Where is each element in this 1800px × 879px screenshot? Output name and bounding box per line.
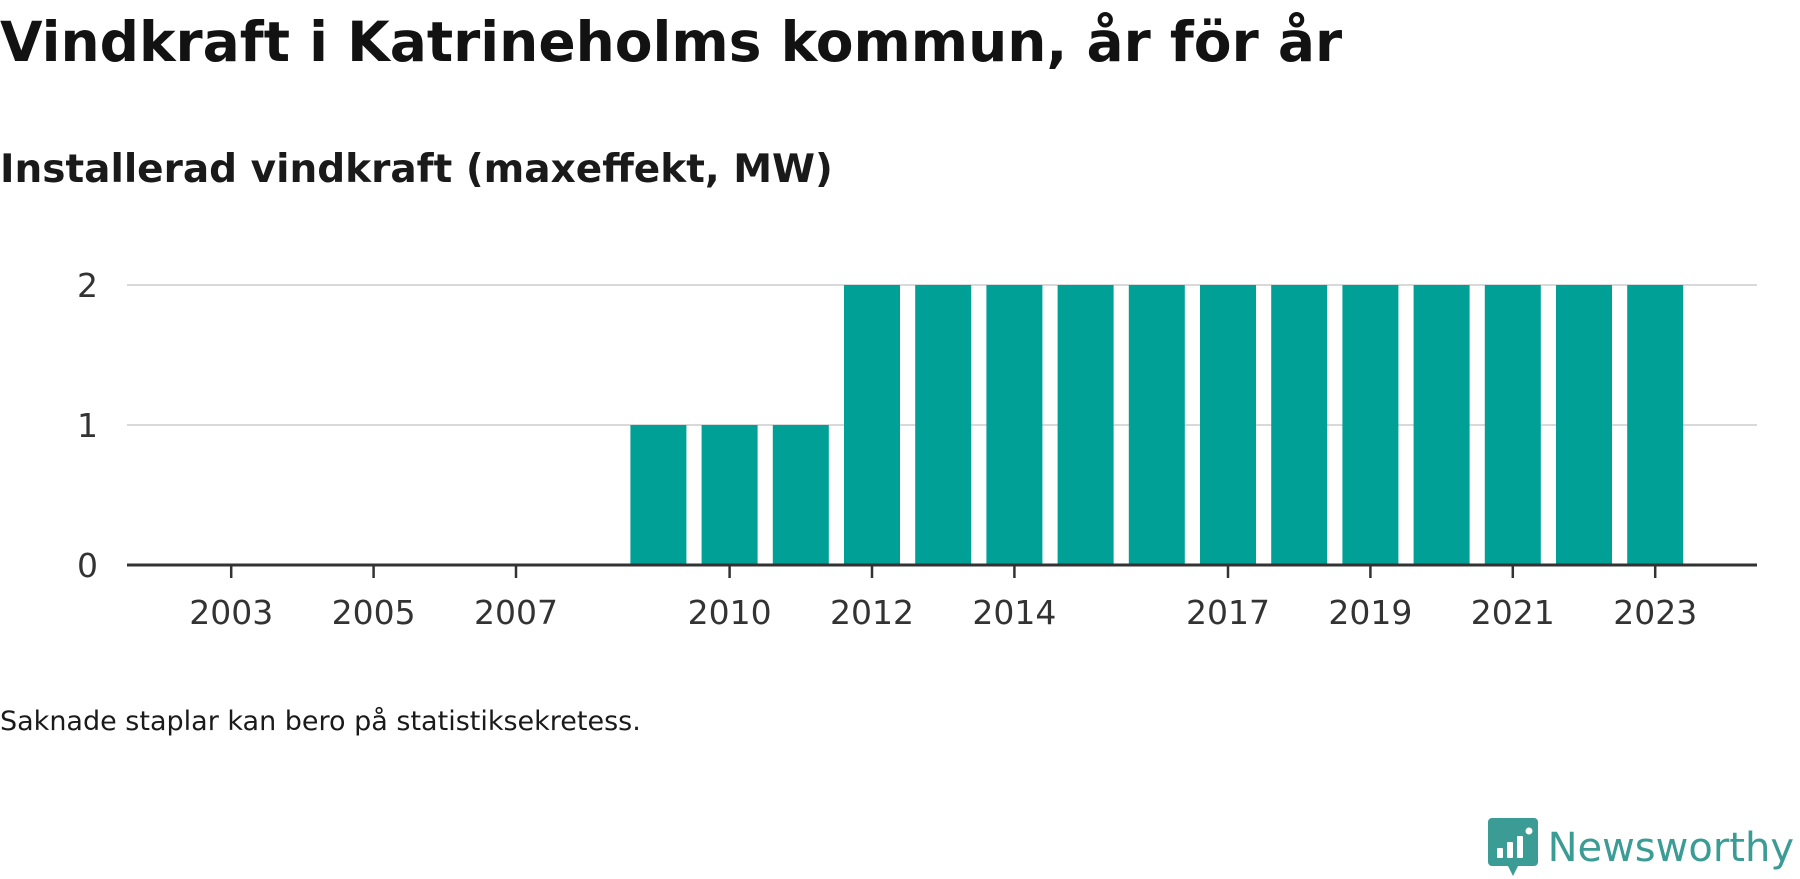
- brand-logo: Newsworthy: [1487, 818, 1794, 878]
- x-tick-label: 2003: [189, 593, 273, 632]
- y-tick-label: 2: [77, 266, 98, 305]
- bar-2011: [772, 425, 829, 565]
- y-tick-label: 1: [77, 406, 98, 445]
- bar-2019: [1342, 285, 1399, 565]
- x-tick-label: 2012: [830, 593, 914, 632]
- footnote: Saknade staplar kan bero på statistiksek…: [0, 706, 641, 737]
- x-tick-label: 2005: [332, 593, 416, 632]
- x-tick-label: 2023: [1613, 593, 1697, 632]
- bar-2020: [1413, 285, 1470, 565]
- chart-title: Vindkraft i Katrineholms kommun, år för …: [0, 10, 1343, 74]
- bar-2014: [986, 285, 1043, 565]
- bar-2012: [844, 285, 900, 565]
- chart-subtitle: Installerad vindkraft (maxeffekt, MW): [0, 147, 833, 192]
- y-tick-label: 0: [77, 546, 98, 585]
- bar-2013: [915, 285, 972, 565]
- x-tick-label: 2010: [688, 593, 772, 632]
- bar-2015: [1057, 285, 1114, 565]
- x-tick-label: 2007: [474, 593, 558, 632]
- bar-2016: [1128, 285, 1185, 565]
- bar-2017: [1200, 285, 1256, 565]
- bar-chart: 0 1 2 2003 2005 2007 2010 2012 2014 2017 2019 2021 2…: [77, 266, 1757, 632]
- bar-2009: [630, 425, 687, 565]
- bar-2022: [1556, 285, 1612, 565]
- bar-2010: [701, 425, 758, 565]
- x-tick-label: 2017: [1186, 593, 1270, 632]
- x-tick-label: 2019: [1328, 593, 1412, 632]
- bar-2023: [1627, 285, 1684, 565]
- newsworthy-logo-icon: [1487, 818, 1538, 876]
- x-tick-label: 2021: [1471, 593, 1555, 632]
- bar-2018: [1271, 285, 1328, 565]
- x-tick-label: 2014: [972, 593, 1056, 632]
- brand-name: Newsworthy: [1547, 825, 1794, 871]
- bar-2021: [1484, 285, 1541, 565]
